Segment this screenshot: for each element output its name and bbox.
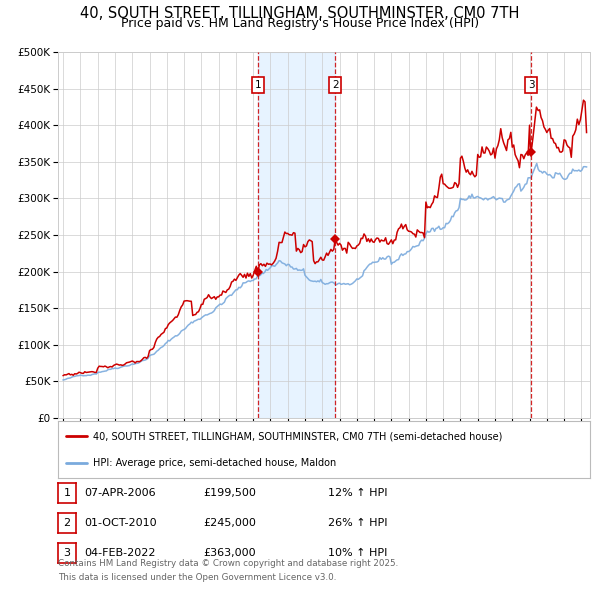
Text: £199,500: £199,500 xyxy=(203,488,256,498)
Text: 40, SOUTH STREET, TILLINGHAM, SOUTHMINSTER, CM0 7TH (semi-detached house): 40, SOUTH STREET, TILLINGHAM, SOUTHMINST… xyxy=(92,431,502,441)
Text: 07-APR-2006: 07-APR-2006 xyxy=(84,488,155,498)
Text: 10% ↑ HPI: 10% ↑ HPI xyxy=(328,548,388,558)
Text: This data is licensed under the Open Government Licence v3.0.: This data is licensed under the Open Gov… xyxy=(58,573,337,582)
Text: 3: 3 xyxy=(528,80,535,90)
Text: 40, SOUTH STREET, TILLINGHAM, SOUTHMINSTER, CM0 7TH: 40, SOUTH STREET, TILLINGHAM, SOUTHMINST… xyxy=(80,6,520,21)
Text: 04-FEB-2022: 04-FEB-2022 xyxy=(84,548,155,558)
Text: 2: 2 xyxy=(64,518,71,528)
Text: 1: 1 xyxy=(254,80,261,90)
Text: Price paid vs. HM Land Registry's House Price Index (HPI): Price paid vs. HM Land Registry's House … xyxy=(121,17,479,30)
Text: £245,000: £245,000 xyxy=(203,518,256,528)
Text: £363,000: £363,000 xyxy=(203,548,256,558)
Text: 12% ↑ HPI: 12% ↑ HPI xyxy=(328,488,388,498)
Text: 3: 3 xyxy=(64,548,71,558)
Text: 2: 2 xyxy=(332,80,338,90)
Text: 26% ↑ HPI: 26% ↑ HPI xyxy=(328,518,388,528)
Text: 1: 1 xyxy=(64,488,71,498)
Text: HPI: Average price, semi-detached house, Maldon: HPI: Average price, semi-detached house,… xyxy=(92,458,336,468)
Text: Contains HM Land Registry data © Crown copyright and database right 2025.: Contains HM Land Registry data © Crown c… xyxy=(58,559,398,568)
Bar xyxy=(258,52,335,418)
Text: 01-OCT-2010: 01-OCT-2010 xyxy=(84,518,157,528)
